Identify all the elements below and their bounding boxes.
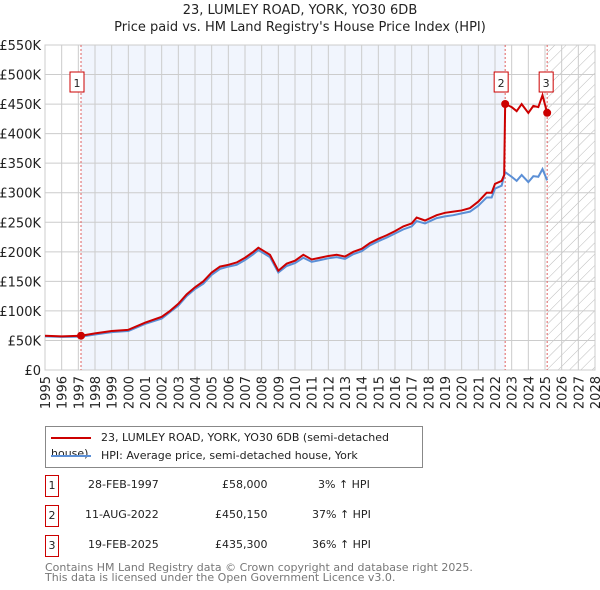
y-tick-label: £0 — [24, 364, 41, 379]
x-tick-label: 2015 — [372, 376, 387, 409]
y-tick-label: £400K — [0, 128, 41, 143]
x-tick-label: 2017 — [406, 376, 421, 409]
legend: 23, LUMLEY ROAD, YORK, YO30 6DB (semi-de… — [45, 426, 423, 468]
x-tick-label: 1996 — [56, 376, 71, 409]
hpi-change: 36% ↑ HPI — [312, 538, 371, 551]
transaction-row: 3 19-FEB-2025 £435,300 36% ↑ HPI — [45, 535, 445, 557]
legend-item-property: 23, LUMLEY ROAD, YORK, YO30 6DB (semi-de… — [51, 430, 422, 460]
x-tick-label: 2013 — [339, 376, 354, 409]
x-tick-label: 2012 — [322, 376, 337, 409]
x-tick-label: 2005 — [206, 376, 221, 409]
x-tick-label: 2010 — [289, 376, 304, 409]
x-tick-label: 2024 — [522, 376, 537, 409]
date: 19-FEB-2025 — [88, 538, 159, 551]
marker-badge: 3 — [45, 535, 59, 557]
x-tick-label: 1997 — [72, 376, 87, 409]
x-tick-label: 2020 — [456, 376, 471, 409]
marker-badge: 2 — [45, 505, 59, 527]
sale-marker-box — [69, 71, 85, 93]
legend-swatch-red — [51, 437, 91, 439]
x-tick-label: 2022 — [489, 376, 504, 409]
x-tick-label: 2023 — [506, 376, 521, 409]
x-tick-label: 2014 — [356, 376, 371, 409]
price: £450,150 — [215, 508, 268, 521]
y-tick-label: £450K — [0, 98, 41, 113]
sale-marker-label: 1 — [74, 77, 81, 90]
price: £58,000 — [222, 478, 268, 491]
plot-border — [44, 44, 596, 371]
y-tick-label: £200K — [0, 246, 41, 261]
future-hatch — [547, 45, 595, 370]
x-tick-label: 2026 — [556, 376, 571, 409]
legend-label: HPI: Average price, semi-detached house,… — [101, 449, 358, 462]
x-tick-label: 2003 — [172, 376, 187, 409]
x-tick-label: 1998 — [89, 376, 104, 409]
price: £435,300 — [215, 538, 268, 551]
hpi-change: 37% ↑ HPI — [312, 508, 371, 521]
property-price-line — [44, 91, 549, 338]
legend-swatch-blue — [51, 455, 91, 457]
transaction-row: 2 11-AUG-2022 £450,150 37% ↑ HPI — [45, 505, 445, 527]
ownership-shading — [81, 45, 506, 370]
x-tick-label: 2001 — [139, 376, 154, 409]
hpi-line — [44, 166, 549, 338]
x-tick-label: 2016 — [389, 376, 404, 409]
x-tick-label: 2028 — [589, 376, 600, 409]
y-tick-label: £50K — [8, 334, 42, 349]
hpi-change: 3% ↑ HPI — [318, 478, 370, 491]
chart-title: 23, LUMLEY ROAD, YORK, YO30 6DB — [182, 3, 418, 18]
legend-item-hpi: HPI: Average price, semi-detached house,… — [51, 448, 358, 464]
marker-badge: 1 — [45, 475, 59, 497]
x-tick-label: 2004 — [189, 376, 204, 409]
footer-copyright: Contains HM Land Registry data © Crown c… — [45, 561, 473, 574]
y-tick-label: £100K — [0, 305, 41, 320]
date: 28-FEB-1997 — [88, 478, 159, 491]
sale-marker-box — [538, 71, 554, 93]
y-tick-label: £350K — [0, 157, 41, 172]
sale-marker-label: 2 — [498, 77, 505, 90]
sale-marker-box — [493, 71, 509, 93]
x-tick-label: 2027 — [572, 376, 587, 409]
y-tick-label: £250K — [0, 216, 41, 231]
sale-point — [543, 108, 552, 117]
sale-point — [501, 100, 510, 109]
sale-point — [77, 331, 85, 340]
x-tick-label: 2006 — [222, 376, 237, 409]
x-tick-label: 2009 — [272, 376, 287, 409]
x-tick-label: 2000 — [122, 376, 137, 409]
x-tick-label: 1999 — [106, 376, 121, 409]
x-tick-label: 2021 — [472, 376, 487, 409]
x-tick-label: 1995 — [39, 376, 54, 409]
y-tick-label: £150K — [0, 275, 41, 290]
x-tick-label: 2011 — [306, 376, 321, 409]
y-tick-label: £550K — [0, 39, 41, 54]
footer-licence: This data is licensed under the Open Gov… — [45, 571, 396, 584]
chart-subtitle: Price paid vs. HM Land Registry's House … — [114, 20, 486, 35]
x-tick-label: 2018 — [422, 376, 437, 409]
date: 11-AUG-2022 — [85, 508, 159, 521]
x-tick-label: 2002 — [156, 376, 171, 409]
y-tick-label: £300K — [0, 187, 41, 202]
x-tick-label: 2007 — [239, 376, 254, 409]
x-tick-label: 2025 — [539, 376, 554, 409]
sale-marker-label: 3 — [543, 77, 550, 90]
price-chart: £0 £50K £100K £150K £200K £250K £300K £350K £400… — [0, 39, 600, 409]
x-tick-label: 2019 — [439, 376, 454, 409]
transaction-row: 1 28-FEB-1997 £58,000 3% ↑ HPI — [45, 475, 445, 497]
x-tick-label: 2008 — [256, 376, 271, 409]
y-tick-label: £500K — [0, 69, 41, 84]
